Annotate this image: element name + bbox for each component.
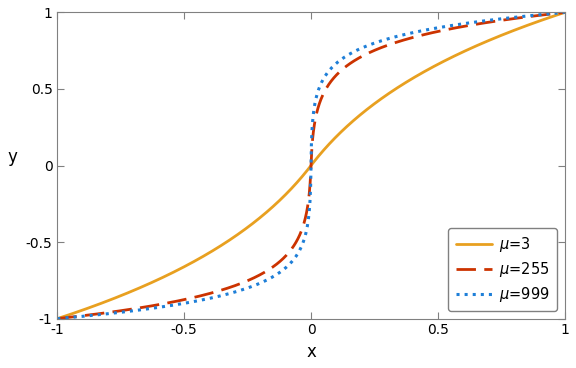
$\mu$=3 [546, 15, 553, 20]
$\mu$=255 [54, 316, 61, 321]
$\mu$=999 [561, 10, 568, 15]
Line: $\mu$=3: $\mu$=3 [58, 13, 564, 319]
$\mu$=999 [547, 11, 554, 16]
$\mu$=999 [301, 238, 308, 242]
Legend: $\mu$=3, $\mu$=255, $\mu$=999: $\mu$=3, $\mu$=255, $\mu$=999 [448, 228, 558, 311]
$\mu$=999 [54, 316, 61, 321]
Line: $\mu$=999: $\mu$=999 [58, 13, 564, 319]
$\mu$=255 [287, 248, 294, 252]
$\mu$=255 [80, 314, 87, 318]
Y-axis label: y: y [7, 148, 17, 166]
$\mu$=999 [546, 11, 553, 16]
$\mu$=999 [453, 22, 460, 27]
$\mu$=3 [80, 308, 87, 312]
$\mu$=999 [80, 314, 87, 318]
$\mu$=3 [54, 316, 61, 321]
Line: $\mu$=255: $\mu$=255 [58, 13, 564, 319]
$\mu$=3 [301, 172, 308, 177]
$\mu$=3 [561, 10, 568, 15]
$\mu$=255 [301, 221, 308, 225]
$\mu$=255 [453, 25, 460, 30]
$\mu$=255 [561, 10, 568, 15]
$\mu$=3 [287, 187, 294, 192]
X-axis label: x: x [306, 343, 316, 361]
$\mu$=3 [547, 15, 554, 20]
$\mu$=255 [546, 12, 553, 16]
$\mu$=999 [287, 261, 294, 265]
$\mu$=3 [453, 53, 460, 57]
$\mu$=255 [547, 12, 554, 16]
